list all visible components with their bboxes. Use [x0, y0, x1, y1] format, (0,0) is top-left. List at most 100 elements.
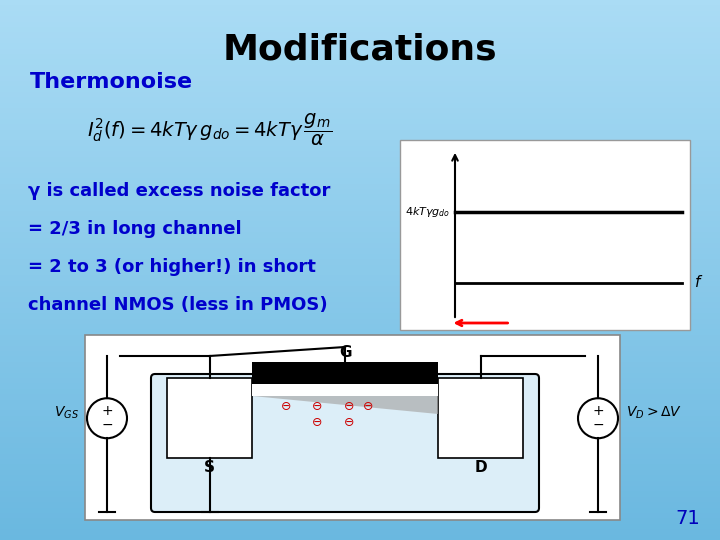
Circle shape — [87, 399, 127, 438]
Text: $\ominus$: $\ominus$ — [361, 400, 373, 413]
Bar — [0, 394, 720, 400]
Text: $\ominus$: $\ominus$ — [343, 400, 354, 413]
Bar — [0, 178, 720, 184]
Bar — [0, 373, 720, 378]
Bar — [0, 113, 720, 119]
Bar — [252, 362, 438, 384]
Bar — [0, 421, 720, 427]
Bar — [0, 486, 720, 491]
Bar — [0, 189, 720, 194]
Bar — [0, 324, 720, 329]
Bar — [0, 248, 720, 254]
Bar — [0, 49, 720, 54]
Bar — [0, 378, 720, 383]
Bar — [0, 16, 720, 22]
Bar — [0, 65, 720, 70]
Text: G: G — [338, 345, 351, 360]
Bar — [0, 292, 720, 297]
Bar — [0, 70, 720, 76]
Bar — [0, 524, 720, 529]
Bar — [0, 194, 720, 200]
Text: $\ominus$: $\ominus$ — [312, 400, 323, 413]
Bar — [0, 86, 720, 92]
Text: $V_{GS}$: $V_{GS}$ — [54, 405, 79, 421]
Bar — [0, 470, 720, 475]
Bar — [0, 221, 720, 227]
Bar — [0, 200, 720, 205]
Bar — [0, 497, 720, 502]
Bar — [0, 265, 720, 270]
Bar — [0, 259, 720, 265]
Bar — [0, 205, 720, 211]
Bar — [0, 297, 720, 302]
Bar — [0, 22, 720, 27]
Bar — [0, 162, 720, 167]
Text: +: + — [592, 404, 604, 418]
Bar — [0, 38, 720, 43]
Bar — [0, 502, 720, 508]
Bar — [0, 286, 720, 292]
Bar — [0, 508, 720, 513]
Bar — [0, 275, 720, 281]
Bar — [0, 513, 720, 518]
Bar — [0, 319, 720, 324]
Bar — [0, 340, 720, 346]
Bar — [0, 216, 720, 221]
Text: S: S — [204, 460, 215, 475]
Bar — [0, 389, 720, 394]
Bar — [0, 227, 720, 232]
Bar — [0, 400, 720, 405]
Bar — [0, 211, 720, 216]
Bar — [0, 135, 720, 140]
Bar — [0, 173, 720, 178]
Text: 71: 71 — [675, 509, 700, 528]
Bar — [0, 151, 720, 157]
Bar — [0, 238, 720, 243]
Bar — [0, 232, 720, 238]
Bar — [0, 97, 720, 103]
Text: = 2 to 3 (or higher!) in short: = 2 to 3 (or higher!) in short — [28, 258, 316, 276]
Bar — [0, 356, 720, 362]
Bar — [0, 92, 720, 97]
Text: Thermonoise: Thermonoise — [30, 72, 193, 92]
Text: γ is called excess noise factor: γ is called excess noise factor — [28, 182, 330, 200]
Bar — [0, 59, 720, 65]
Bar — [0, 454, 720, 459]
Bar — [0, 157, 720, 162]
Bar — [0, 362, 720, 367]
Circle shape — [578, 399, 618, 438]
Text: f: f — [695, 275, 701, 290]
Text: $V_D{>}\Delta V$: $V_D{>}\Delta V$ — [626, 405, 682, 421]
Text: −: − — [592, 418, 604, 432]
Bar — [0, 410, 720, 416]
Bar — [0, 184, 720, 189]
Bar — [0, 124, 720, 130]
Bar — [0, 32, 720, 38]
Bar — [0, 432, 720, 437]
Text: $\ominus$: $\ominus$ — [343, 415, 354, 429]
Bar — [0, 81, 720, 86]
Bar — [0, 351, 720, 356]
Bar — [0, 103, 720, 108]
Bar — [0, 367, 720, 373]
Bar — [0, 5, 720, 11]
Bar — [0, 518, 720, 524]
Bar — [0, 481, 720, 486]
Bar — [0, 459, 720, 464]
Bar — [0, 448, 720, 454]
Bar — [0, 108, 720, 113]
Bar — [0, 54, 720, 59]
Bar — [0, 146, 720, 151]
Text: −: − — [102, 418, 113, 432]
Bar — [0, 405, 720, 410]
Bar — [0, 529, 720, 535]
Bar — [0, 130, 720, 135]
Bar — [0, 43, 720, 49]
Bar — [0, 346, 720, 351]
Bar — [0, 427, 720, 432]
Bar — [0, 416, 720, 421]
Text: channel NMOS (less in PMOS): channel NMOS (less in PMOS) — [28, 296, 328, 314]
Text: D: D — [474, 460, 487, 475]
Bar — [0, 76, 720, 81]
Text: $\ominus$: $\ominus$ — [312, 415, 323, 429]
